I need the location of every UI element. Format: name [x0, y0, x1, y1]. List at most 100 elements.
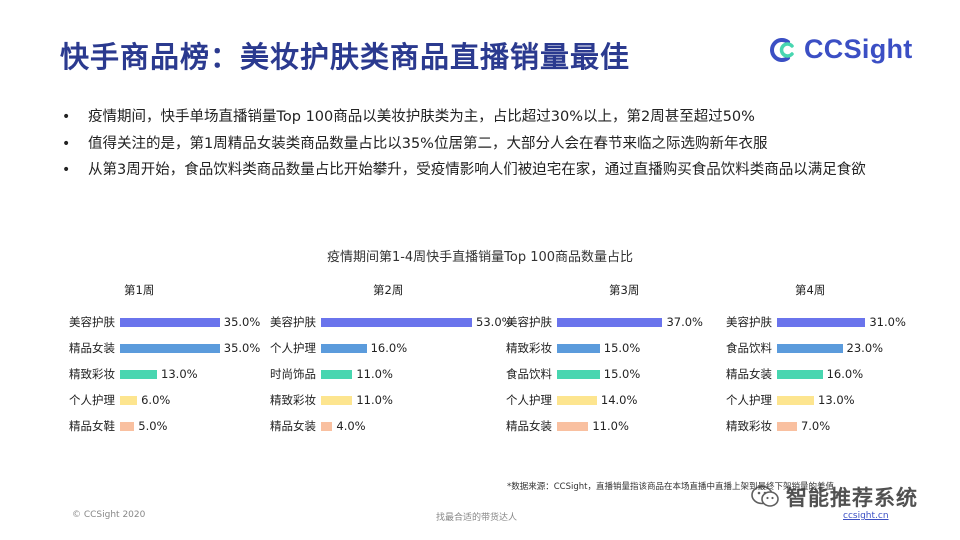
- chart-row: 个人护理 13.0%: [710, 393, 940, 407]
- panel-title: 第1周: [124, 283, 155, 297]
- chart-row: 精品女装 35.0%: [50, 341, 280, 355]
- data-label: 11.0%: [592, 419, 629, 433]
- chart-row: 食品饮料 15.0%: [492, 367, 722, 381]
- chart-row: 美容护肤 37.0%: [492, 315, 722, 329]
- category-label: 精致彩妆: [270, 393, 316, 407]
- source-note: *数据来源：CCSight，直播销量指该商品在本场直播中直播上架到最终下架销量的…: [507, 482, 834, 492]
- footer-copyright: © CCSight 2020: [72, 510, 146, 520]
- chart-row: 精致彩妆 11.0%: [258, 393, 488, 407]
- data-label: 15.0%: [603, 367, 641, 381]
- bar: [557, 370, 600, 379]
- bar: [777, 318, 866, 327]
- category-label: 精致彩妆: [726, 419, 772, 433]
- panel-title: 第2周: [373, 283, 404, 297]
- bar: [120, 318, 220, 327]
- data-label: 35.0%: [223, 341, 261, 355]
- bullet-list: • 疫情期间，快手单场直播销量Top 100商品以美妆护肤类为主，占比超过30%以…: [60, 104, 910, 184]
- bar: [321, 396, 353, 405]
- chart-row: 食品饮料 23.0%: [710, 341, 940, 355]
- chart-panel: 第1周 美容护肤 35.0% 精品女装 35.0% 精致彩妆 13.0% 个人护理 6.0% 精品…: [50, 282, 280, 442]
- chart-row: 精致彩妆 7.0%: [710, 419, 940, 433]
- bar: [321, 422, 333, 431]
- category-label: 个人护理: [506, 393, 552, 407]
- wechat-icon: [751, 485, 779, 507]
- category-label: 精致彩妆: [506, 341, 552, 355]
- bar: [557, 422, 589, 431]
- ccsight-logo: CCSight: [768, 34, 913, 65]
- bar: [777, 422, 797, 431]
- category-label: 精品女装: [69, 341, 115, 355]
- bar: [321, 344, 367, 353]
- watermark-text: 智能推荐系统: [786, 486, 918, 510]
- wechat-watermark: 智能推荐系统: [750, 482, 918, 512]
- bar: [120, 396, 138, 405]
- data-label: 6.0%: [141, 393, 171, 407]
- category-label: 食品饮料: [506, 367, 552, 381]
- chart-row: 美容护肤 35.0%: [50, 315, 280, 329]
- category-label: 美容护肤: [270, 315, 316, 329]
- category-label: 精品女装: [506, 419, 552, 433]
- chart-row: 精品女装 16.0%: [710, 367, 940, 381]
- bar: [557, 344, 600, 353]
- chart-row: 精品女鞋 5.0%: [50, 419, 280, 433]
- data-label: 16.0%: [370, 341, 408, 355]
- data-label: 31.0%: [869, 315, 906, 329]
- bullet-item: • 疫情期间，快手单场直播销量Top 100商品以美妆护肤类为主，占比超过30%以…: [60, 104, 910, 131]
- category-label: 精品女鞋: [69, 419, 115, 433]
- panel-title: 第4周: [795, 283, 826, 297]
- bar: [120, 344, 220, 353]
- chart-title: 疫情期间第1-4周快手直播销量Top 100商品数量占比: [326, 250, 634, 265]
- chart-panel: 第3周美容护肤 37.0% 精致彩妆 15.0% 食品饮料 15.0% 个人护理 14.0% 精…: [492, 282, 722, 442]
- panel-title: 第3周: [609, 283, 640, 297]
- category-label: 精品女装: [726, 367, 772, 381]
- category-label: 精致彩妆: [69, 367, 115, 381]
- bar: [557, 318, 663, 327]
- chart-row: 精品女装 11.0%: [492, 419, 722, 433]
- chart-row: 精品女装 4.0%: [258, 419, 488, 433]
- bar: [120, 422, 135, 431]
- data-label: 4.0%: [336, 419, 366, 433]
- bullet-text: 疫情期间，快手单场直播销量Top 100商品以美妆护肤类为主，占比超过30%以上…: [88, 109, 755, 125]
- bar: [321, 370, 353, 379]
- bullet-dot: •: [62, 135, 71, 152]
- data-label: 15.0%: [603, 341, 641, 355]
- bar: [777, 370, 823, 379]
- bar: [557, 396, 597, 405]
- data-label: 11.0%: [356, 367, 393, 381]
- chart-row: 精致彩妆 15.0%: [492, 341, 722, 355]
- chart-row: 美容护肤 31.0%: [710, 315, 940, 329]
- data-label: 16.0%: [826, 367, 864, 381]
- bar: [777, 344, 843, 353]
- category-label: 个人护理: [726, 393, 772, 407]
- category-label: 美容护肤: [726, 315, 772, 329]
- bar: [777, 396, 815, 405]
- data-label: 7.0%: [800, 419, 831, 433]
- data-label: 14.0%: [600, 393, 638, 407]
- category-label: 时尚饰品: [270, 367, 316, 381]
- bullet-dot: •: [62, 162, 71, 178]
- category-label: 美容护肤: [506, 315, 552, 329]
- bullet-dot: •: [62, 109, 71, 125]
- footer-link[interactable]: ccsight.cn: [843, 511, 889, 521]
- chart-row: 美容护肤 53.0%: [258, 315, 513, 329]
- category-label: 食品饮料: [726, 341, 772, 355]
- data-label: 37.0%: [666, 315, 703, 329]
- data-label: 35.0%: [223, 315, 261, 329]
- ccsight-logo-icon: [770, 37, 794, 62]
- bullet-text: 值得关注的是，第1周精品女装类商品数量占比以35%位居第二，大部分人会在春节来临…: [88, 135, 768, 152]
- chart-row: 个人护理 14.0%: [492, 393, 722, 407]
- bullet-text: 从第3周开始，食品饮料类商品数量占比开始攀升，受疫情影响人们被迫宅在家，通过直播…: [88, 162, 866, 178]
- bar: [120, 370, 158, 379]
- chart-panel: 第4周美容护肤 31.0% 食品饮料 23.0% 精品女装 16.0% 个人护理 13.0% 精…: [710, 282, 940, 442]
- data-label: 23.0%: [846, 341, 884, 355]
- chart-row: 时尚饰品 11.0%: [258, 367, 488, 381]
- category-label: 美容护肤: [69, 315, 115, 329]
- bar: [321, 318, 473, 327]
- chart-panel: 第2周 美容护肤 53.0% 个人护理 16.0% 时尚饰品 11.0% 精致彩妆 11.0% 精…: [258, 282, 513, 442]
- category-label: 精品女装: [270, 419, 316, 433]
- category-label: 个人护理: [270, 341, 316, 355]
- bullet-item: • 值得关注的是，第1周精品女装类商品数量占比以35%位居第二，大部分人会在春节来…: [60, 131, 910, 158]
- data-label: 53.0%: [476, 315, 513, 329]
- chart-row: 个人护理 16.0%: [258, 341, 488, 355]
- data-label: 11.0%: [356, 393, 393, 407]
